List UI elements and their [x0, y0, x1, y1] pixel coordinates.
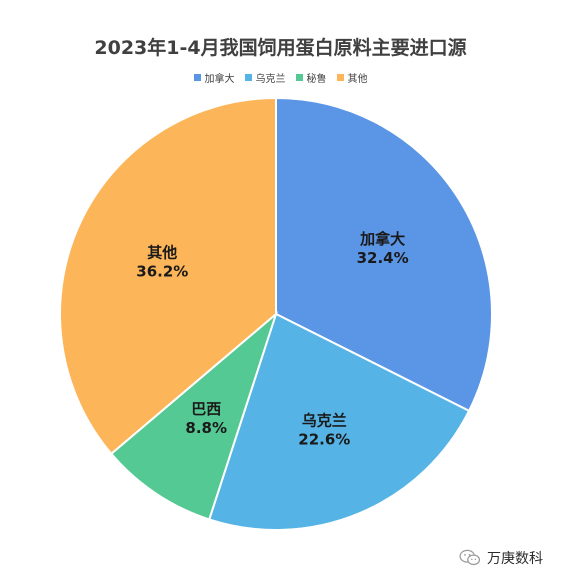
watermark: 万庚数科	[459, 548, 543, 568]
pie-slice	[275, 96, 493, 413]
legend-swatch	[193, 74, 201, 81]
slice-label: 乌克兰	[302, 412, 347, 430]
legend-label: 其他	[347, 74, 368, 85]
legend-label: 乌克兰	[255, 74, 286, 85]
slice-label: 加拿大	[359, 230, 405, 248]
pie-slice	[59, 96, 277, 456]
legend-item: 其他	[336, 70, 368, 85]
legend-label: 加拿大	[204, 74, 235, 85]
legend-swatch	[295, 74, 303, 81]
slice-value-label: 22.6%	[298, 431, 350, 449]
chart-title: 2023年1-4月我国饲用蛋白原料主要进口源	[94, 37, 467, 59]
slice-label: 巴西	[191, 400, 221, 418]
pie-slice	[207, 312, 471, 531]
pie-slice	[109, 310, 279, 521]
legend-item: 加拿大	[193, 70, 235, 85]
watermark-text: 万庚数科	[487, 551, 543, 567]
legend-item: 秘鲁	[295, 70, 327, 85]
legend-swatch	[336, 74, 344, 81]
legend: 加拿大 乌克兰 秘鲁 其他	[0, 70, 561, 85]
wechat-icon	[459, 549, 481, 566]
slice-value-label: 8.8%	[185, 419, 227, 437]
slice-label: 其他	[147, 243, 177, 261]
slice-value-label: 32.4%	[357, 249, 409, 267]
slice-value-label: 36.2%	[136, 262, 188, 280]
legend-swatch	[244, 74, 252, 81]
legend-label: 秘鲁	[306, 74, 327, 85]
legend-item: 乌克兰	[244, 70, 286, 85]
